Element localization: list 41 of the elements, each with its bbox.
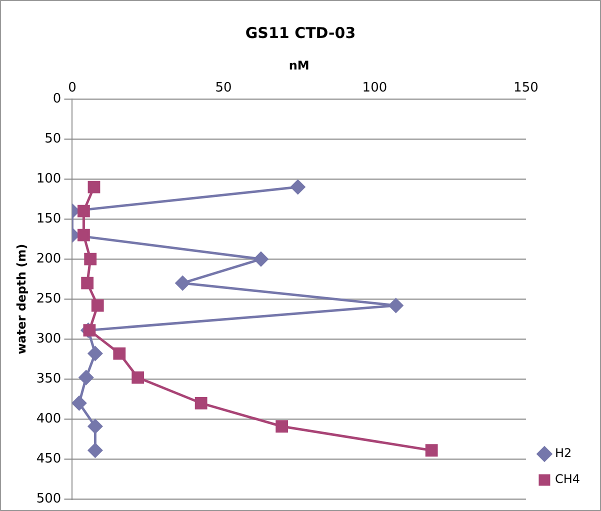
point	[72, 396, 86, 410]
point	[113, 347, 126, 360]
x-tick-label: 100	[362, 80, 388, 96]
point	[175, 276, 190, 290]
y-tick-label: 0	[52, 91, 62, 106]
y-tick-label: 100	[36, 171, 62, 186]
point	[88, 419, 102, 434]
point	[425, 444, 438, 457]
y-axis-title: water depth (m)	[14, 244, 28, 354]
legend-label: H2	[554, 446, 572, 460]
point	[78, 370, 94, 385]
chart-title: GS11 CTD-03	[245, 24, 356, 42]
point	[88, 180, 100, 194]
point	[276, 420, 288, 433]
y-tick-label: 500	[36, 492, 62, 507]
y-tick-label: 450	[36, 452, 62, 467]
y-tick-label: 300	[36, 331, 62, 346]
y-tick-label: 200	[36, 251, 62, 266]
x-tick-label: 150	[514, 80, 538, 96]
point	[132, 371, 144, 384]
point	[84, 252, 97, 266]
x-tick-label: 0	[68, 80, 76, 96]
point	[194, 396, 208, 410]
point	[88, 443, 102, 458]
point	[88, 346, 102, 361]
point	[388, 298, 404, 313]
y-tick-label: 50	[44, 131, 62, 146]
point	[78, 204, 90, 218]
y-tick-label: 250	[36, 291, 62, 306]
point	[254, 252, 268, 266]
point	[290, 180, 306, 194]
y-tick-label: 150	[36, 211, 62, 226]
point	[91, 299, 104, 312]
point	[83, 324, 96, 337]
point	[78, 228, 90, 242]
y-tick-label: 400	[36, 412, 62, 427]
x-axis-title: nM	[288, 58, 310, 72]
point	[81, 276, 94, 290]
legend-label: CH4	[554, 472, 580, 486]
y-tick-label: 350	[36, 372, 62, 387]
x-tick-label: 50	[215, 80, 232, 96]
